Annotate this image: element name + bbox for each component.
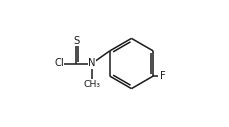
Text: CH₃: CH₃ <box>83 80 100 89</box>
Text: F: F <box>160 71 166 81</box>
Text: S: S <box>73 36 79 46</box>
Text: N: N <box>88 59 96 68</box>
Text: Cl: Cl <box>54 59 64 68</box>
